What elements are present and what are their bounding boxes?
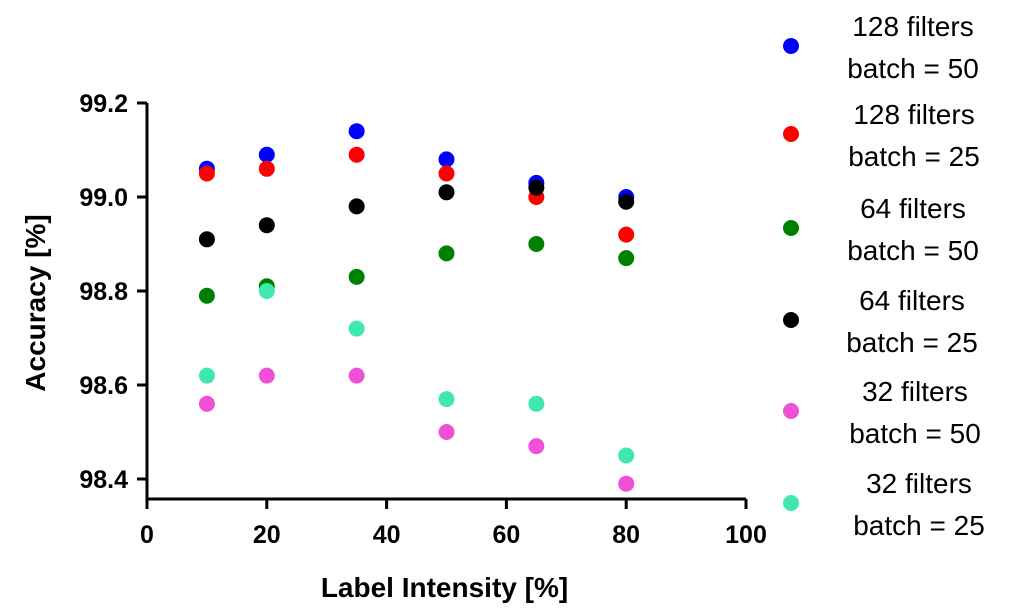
legend-label: 32 filters bbox=[866, 468, 972, 499]
series-5 bbox=[198, 367, 635, 492]
data-point bbox=[618, 475, 635, 492]
x-ticks: 0 20 40 60 80 100 bbox=[140, 499, 767, 549]
data-point bbox=[618, 226, 635, 243]
y-tick-label: 98.8 bbox=[79, 278, 128, 306]
data-point bbox=[258, 160, 275, 177]
legend-label: batch = 25 bbox=[848, 141, 980, 172]
legend-label: batch = 50 bbox=[847, 235, 979, 266]
y-tick-label: 99.0 bbox=[79, 184, 128, 212]
data-point bbox=[348, 268, 365, 285]
legend-label: 64 filters bbox=[859, 285, 965, 316]
legend-marker bbox=[783, 403, 799, 419]
data-point bbox=[258, 283, 275, 299]
data-point bbox=[258, 146, 275, 163]
series-6 bbox=[198, 283, 635, 464]
x-tick-label: 60 bbox=[492, 521, 520, 549]
data-point bbox=[438, 151, 455, 168]
legend-item: 64 filters batch = 25 bbox=[783, 285, 978, 358]
data-point bbox=[438, 424, 455, 440]
x-tick-label: 80 bbox=[612, 521, 640, 549]
data-point bbox=[258, 217, 275, 234]
legend-item: 32 filters batch = 50 bbox=[783, 376, 981, 449]
x-tick-label: 0 bbox=[140, 521, 154, 549]
legend-marker bbox=[783, 495, 799, 511]
data-point bbox=[348, 123, 365, 140]
data-point bbox=[348, 146, 365, 163]
x-tick-label: 40 bbox=[373, 521, 401, 549]
data-point bbox=[198, 287, 215, 304]
legend-item: 128 filters batch = 50 bbox=[783, 11, 979, 84]
x-tick-label: 100 bbox=[725, 521, 767, 549]
plot-area bbox=[198, 123, 635, 492]
legend-label: 128 filters bbox=[852, 11, 973, 42]
legend-label: 32 filters bbox=[862, 376, 968, 407]
y-tick-label: 98.4 bbox=[79, 466, 128, 494]
legend-item: 64 filters batch = 50 bbox=[783, 193, 979, 266]
y-tick-label: 98.6 bbox=[79, 372, 128, 400]
y-tick-label: 99.2 bbox=[79, 90, 128, 118]
legend: 128 filters batch = 50 128 filters batch = … bbox=[783, 11, 985, 541]
legend-marker bbox=[783, 38, 799, 54]
data-point bbox=[618, 193, 635, 210]
axes bbox=[145, 103, 746, 501]
data-point bbox=[198, 395, 215, 412]
data-point bbox=[528, 179, 545, 196]
data-point bbox=[348, 198, 365, 215]
data-point bbox=[528, 395, 545, 412]
legend-marker bbox=[783, 126, 799, 142]
legend-label: batch = 50 bbox=[849, 418, 981, 449]
x-tick-label: 20 bbox=[253, 521, 281, 549]
series-4 bbox=[198, 179, 635, 248]
data-point bbox=[348, 367, 365, 384]
data-point bbox=[438, 184, 455, 201]
data-point bbox=[528, 438, 545, 455]
legend-marker bbox=[783, 220, 799, 236]
x-axis-title: Label Intensity [%] bbox=[321, 572, 568, 603]
data-point bbox=[618, 250, 635, 267]
data-point bbox=[258, 367, 275, 384]
data-point bbox=[438, 245, 455, 262]
legend-label: 64 filters bbox=[860, 193, 966, 224]
legend-marker bbox=[783, 312, 799, 328]
data-point bbox=[438, 165, 455, 182]
legend-label: batch = 25 bbox=[853, 510, 985, 541]
data-point bbox=[198, 367, 215, 384]
data-point bbox=[618, 447, 635, 464]
legend-label: batch = 50 bbox=[847, 53, 979, 84]
y-ticks: 98.4 98.6 98.8 99.0 99.2 bbox=[79, 90, 147, 494]
legend-label: batch = 25 bbox=[846, 327, 978, 358]
data-point bbox=[198, 231, 215, 248]
data-point bbox=[438, 391, 455, 408]
legend-item: 128 filters batch = 25 bbox=[783, 99, 980, 172]
data-point bbox=[528, 236, 545, 252]
y-axis-title: Accuracy [%] bbox=[20, 214, 51, 391]
data-point bbox=[348, 320, 365, 337]
legend-item: 32 filters batch = 25 bbox=[783, 468, 985, 541]
data-point bbox=[198, 165, 215, 182]
legend-label: 128 filters bbox=[853, 99, 974, 130]
